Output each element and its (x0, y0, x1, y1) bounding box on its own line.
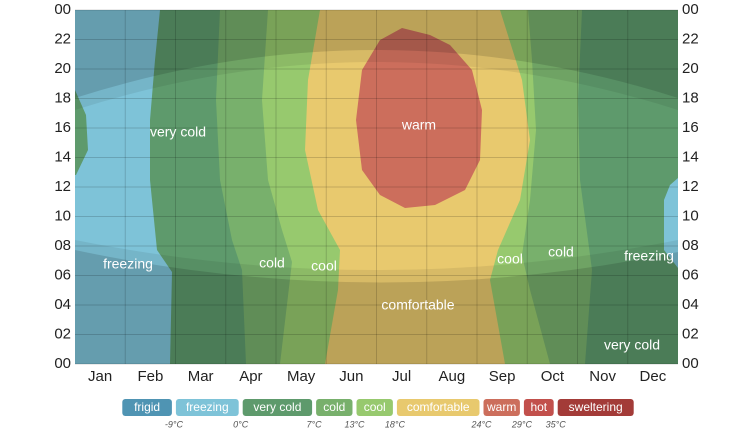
region-label: warm (401, 117, 436, 133)
y-tick-label-right: 12 (682, 178, 699, 195)
region-label: cool (497, 251, 523, 267)
region-label: very cold (150, 124, 206, 140)
plot-area (75, 10, 678, 364)
threshold-label: 24°C (470, 419, 492, 429)
x-tick-label: May (287, 368, 316, 385)
y-tick-label: 12 (54, 178, 71, 195)
y-tick-label: 02 (54, 325, 71, 342)
threshold-label: 29°C (511, 419, 533, 429)
y-tick-label: 08 (54, 237, 71, 254)
y-tick-label-right: 00 (682, 355, 699, 372)
legend-label: very cold (253, 400, 301, 414)
twilight-shade (75, 10, 678, 110)
x-tick-label: Dec (640, 368, 667, 385)
legend-swatch (483, 399, 520, 416)
y-tick-label-right: 22 (682, 30, 699, 47)
y-tick-label: 00 (54, 355, 71, 372)
legend-swatch (175, 399, 239, 416)
y-tick-label-right: 16 (682, 119, 699, 136)
region-label: freezing (624, 248, 674, 264)
legend-label: cool (364, 400, 386, 414)
x-tick-label: Jan (88, 368, 112, 385)
y-tick-label-right: 00 (682, 1, 699, 18)
y-tick-label: 20 (54, 60, 71, 77)
legend-label: hot (530, 400, 547, 414)
legend-swatch (316, 399, 353, 416)
night-shade (75, 10, 678, 98)
legend-label: cold (323, 400, 345, 414)
threshold-label: 18°C (385, 419, 406, 429)
legend-swatch (523, 399, 554, 416)
temperature-band (356, 28, 482, 208)
region-label: very cold (604, 337, 660, 353)
y-tick-label-right: 18 (682, 89, 699, 106)
x-tick-label: Aug (439, 368, 466, 385)
legend-swatch (557, 399, 634, 416)
legend-label: frigid (134, 400, 160, 414)
y-tick-label: 14 (54, 148, 71, 165)
x-tick-label: Mar (188, 368, 214, 385)
twilight-shade (75, 240, 678, 364)
y-tick-label-right: 02 (682, 325, 699, 342)
threshold-label: -9°C (165, 419, 184, 429)
legend-swatch (356, 399, 393, 416)
x-tick-label: Oct (541, 368, 565, 385)
legend-label: comfortable (407, 400, 470, 414)
legend-label: sweltering (569, 400, 623, 414)
y-tick-label: 04 (54, 296, 71, 313)
night-shade (75, 250, 678, 364)
legend-label: freezing (186, 400, 229, 414)
y-tick-label: 10 (54, 207, 71, 224)
region-label: cold (259, 255, 285, 271)
y-tick-label: 22 (54, 30, 71, 47)
x-tick-label: Apr (239, 368, 262, 385)
y-tick-label-right: 14 (682, 148, 699, 165)
region-label: freezing (103, 256, 153, 272)
y-tick-label: 18 (54, 89, 71, 106)
x-tick-label: Jun (339, 368, 363, 385)
region-label: cool (311, 258, 337, 274)
y-tick-label-right: 10 (682, 207, 699, 224)
y-tick-label-right: 08 (682, 237, 699, 254)
x-tick-label: Feb (137, 368, 163, 385)
x-tick-label: Jul (392, 368, 411, 385)
y-tick-label-right: 04 (682, 296, 699, 313)
threshold-label: 7°C (307, 419, 323, 429)
y-tick-label: 06 (54, 266, 71, 283)
legend-swatch (242, 399, 313, 416)
x-tick-label: Sep (489, 368, 516, 385)
x-tick-label: Nov (589, 368, 616, 385)
y-tick-label-right: 06 (682, 266, 699, 283)
region-label: comfortable (381, 297, 454, 313)
threshold-label: 13°C (344, 419, 365, 429)
region-label: cold (548, 244, 574, 260)
y-tick-label: 00 (54, 1, 71, 18)
y-tick-label-right: 20 (682, 60, 699, 77)
threshold-label: 35°C (546, 419, 567, 429)
legend-swatch (122, 399, 172, 416)
legend-swatch (396, 399, 480, 416)
threshold-label: 0°C (233, 419, 249, 429)
y-tick-label: 16 (54, 119, 71, 136)
legend-label: warm (486, 400, 516, 414)
